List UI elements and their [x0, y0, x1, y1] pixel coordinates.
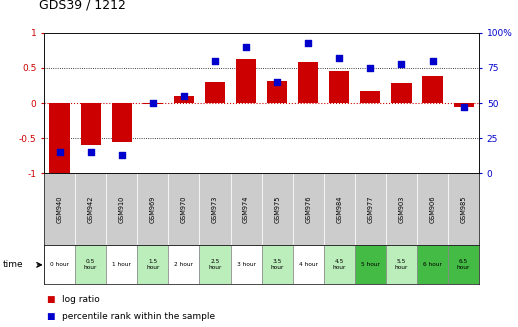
Point [428, 58, 437, 63]
Bar [298, 62, 318, 103]
Text: GSM973: GSM973 [212, 196, 218, 223]
Bar [168, 245, 199, 284]
Bar [293, 245, 324, 284]
Text: GSM974: GSM974 [243, 196, 249, 223]
Text: 3 hour: 3 hour [237, 262, 255, 267]
Bar [81, 103, 100, 145]
Point [335, 55, 343, 60]
Text: GSM985: GSM985 [461, 196, 467, 223]
Point [87, 150, 95, 155]
Bar [267, 80, 287, 103]
Bar [355, 245, 386, 284]
Point [304, 40, 312, 45]
Text: GSM976: GSM976 [305, 196, 311, 223]
Text: 1 hour: 1 hour [112, 262, 131, 267]
Text: GSM940: GSM940 [56, 196, 63, 223]
Bar [137, 173, 168, 245]
Bar [143, 103, 163, 104]
Text: 6.5
hour: 6.5 hour [457, 259, 470, 270]
Bar [417, 245, 448, 284]
Text: 0.5
hour: 0.5 hour [84, 259, 97, 270]
Bar [392, 83, 411, 103]
Text: 5.5
hour: 5.5 hour [395, 259, 408, 270]
Bar [324, 173, 355, 245]
Bar [423, 76, 442, 103]
Bar [386, 245, 417, 284]
Bar [106, 173, 137, 245]
Text: GSM906: GSM906 [429, 196, 436, 223]
Text: GSM984: GSM984 [336, 196, 342, 223]
Text: 6 hour: 6 hour [423, 262, 442, 267]
Text: GDS39 / 1212: GDS39 / 1212 [39, 0, 126, 11]
Bar [44, 173, 75, 245]
Bar [329, 71, 350, 103]
Bar [454, 103, 474, 107]
Text: GSM910: GSM910 [119, 196, 125, 223]
Text: ■: ■ [47, 312, 55, 321]
Bar [355, 173, 386, 245]
Text: 2.5
hour: 2.5 hour [208, 259, 222, 270]
Text: 5 hour: 5 hour [361, 262, 380, 267]
Bar [262, 173, 293, 245]
Text: percentile rank within the sample: percentile rank within the sample [62, 312, 215, 321]
Point [459, 105, 468, 110]
Bar [174, 96, 194, 103]
Bar [199, 173, 231, 245]
Text: 1.5
hour: 1.5 hour [146, 259, 160, 270]
Bar [236, 60, 256, 103]
Point [366, 65, 375, 70]
Text: GSM977: GSM977 [367, 196, 373, 223]
Bar [448, 245, 479, 284]
Text: GSM903: GSM903 [398, 196, 405, 223]
Bar [324, 245, 355, 284]
Point [149, 100, 157, 106]
Point [211, 58, 219, 63]
Text: 4.5
hour: 4.5 hour [333, 259, 346, 270]
Point [55, 150, 64, 155]
Bar [137, 245, 168, 284]
Bar [231, 245, 262, 284]
Bar [231, 173, 262, 245]
Bar [386, 173, 417, 245]
Text: GSM942: GSM942 [88, 196, 94, 223]
Bar [361, 91, 380, 103]
Bar [106, 245, 137, 284]
Bar [44, 245, 75, 284]
Point [273, 79, 281, 84]
Point [397, 61, 406, 66]
Text: 3.5
hour: 3.5 hour [270, 259, 284, 270]
Point [118, 152, 126, 158]
Text: ■: ■ [47, 295, 55, 304]
Bar [199, 245, 231, 284]
Point [242, 44, 250, 49]
Text: time: time [3, 260, 23, 269]
Bar [262, 245, 293, 284]
Bar [168, 173, 199, 245]
Text: 0 hour: 0 hour [50, 262, 69, 267]
Text: GSM969: GSM969 [150, 196, 156, 223]
Text: 2 hour: 2 hour [175, 262, 193, 267]
Bar [75, 245, 106, 284]
Text: 4 hour: 4 hour [299, 262, 318, 267]
Text: GSM975: GSM975 [274, 196, 280, 223]
Text: log ratio: log ratio [62, 295, 100, 304]
Bar [293, 173, 324, 245]
Bar [50, 103, 69, 173]
Text: GSM970: GSM970 [181, 196, 187, 223]
Bar [75, 173, 106, 245]
Bar [112, 103, 132, 142]
Bar [417, 173, 448, 245]
Point [180, 93, 188, 98]
Bar [205, 82, 225, 103]
Bar [448, 173, 479, 245]
